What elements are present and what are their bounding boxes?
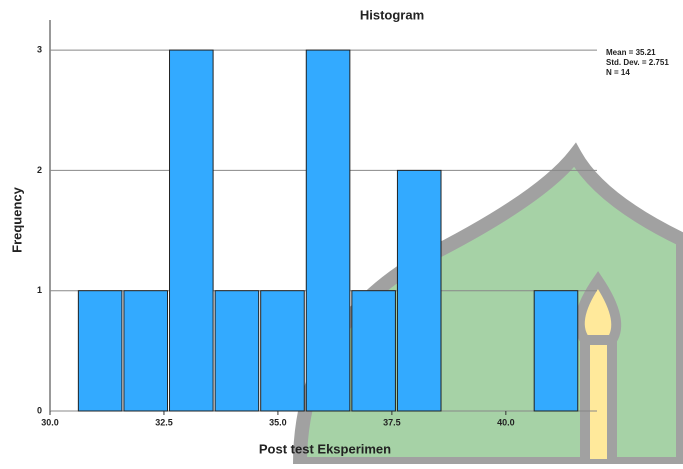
x-tick-label: 35.0 [269,417,287,427]
bar [351,290,396,412]
stat-text: Mean = 35.21 [606,48,656,57]
x-tick-label: 30.0 [41,417,59,427]
bar [77,290,123,412]
x-axis-label: Post test Eksperimen [259,441,391,456]
chart-title: Histogram [360,7,424,22]
stat-text: N = 14 [606,68,630,77]
x-tick-label: 32.5 [155,417,173,427]
bar [169,49,214,412]
x-tick-label: 37.5 [383,417,401,427]
stat-text: Std. Dev. = 2.751 [606,58,669,67]
y-tick-label: 0 [37,405,42,415]
bar [305,49,351,412]
y-tick-label: 3 [37,44,42,54]
y-tick-label: 1 [37,285,42,295]
y-axis-label: Frequency [9,186,24,253]
y-tick-label: 2 [37,165,42,175]
bar [123,290,169,412]
bar [533,290,579,412]
bar [214,290,260,412]
bar [396,169,442,412]
bar [260,290,305,412]
x-tick-label: 40.0 [497,417,515,427]
